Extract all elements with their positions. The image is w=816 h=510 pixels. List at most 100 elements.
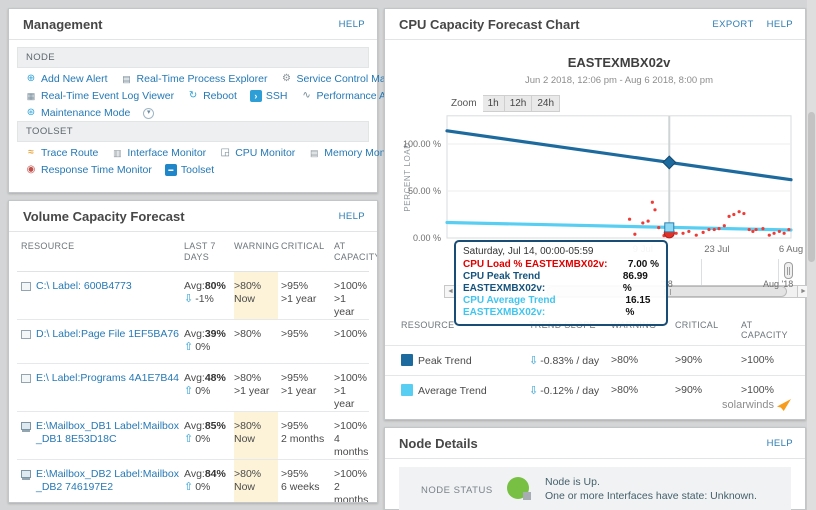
page-scrollbar-thumb[interactable] <box>808 112 815 262</box>
load-data-point <box>712 227 716 232</box>
navigator-resize-handle[interactable] <box>784 262 793 279</box>
gear-icon <box>280 73 292 85</box>
link-ssh[interactable]: SSH <box>249 90 288 102</box>
load-data-point <box>732 212 736 217</box>
load-data-point <box>653 208 657 212</box>
node-status-text: Node is Up. One or more Interfaces have … <box>545 475 757 503</box>
tooltip-avg-label: CPU Average Trend EASTEXMBX02v: <box>463 295 556 318</box>
warning-value: >80% <box>234 328 262 340</box>
zoom-12h-button[interactable]: 12h <box>504 95 533 112</box>
node-link-row: Add New Alert Real-Time Process Explorer… <box>17 70 413 87</box>
volume-table-header: RESOURCE LAST 7 DAYS WARNING CRITICAL AT… <box>17 232 377 272</box>
volume-link[interactable]: E:\ Label:Programs 4A1E7B44 <box>36 372 180 384</box>
chart-title: EASTEXMBX02v <box>567 55 671 70</box>
warning-value: >80% <box>234 468 262 480</box>
chevron-down-circle-icon[interactable]: ▾ <box>143 107 155 119</box>
capacity-value: >100% <box>334 280 367 292</box>
management-title: Management <box>23 17 103 32</box>
warning-value: >80% <box>234 372 262 384</box>
tooltip-load-value: 7.00 % <box>627 259 659 270</box>
chart-help-link[interactable]: HELP <box>766 19 793 30</box>
critical-value: >95% <box>281 420 309 432</box>
table-row: E:\Mailbox_DB2 Label:Mailbox_DB2 746197E… <box>17 460 369 503</box>
link-real-time-event-log-viewer[interactable]: Real-Time Event Log Viewer <box>25 90 174 102</box>
link-reboot[interactable]: Reboot <box>187 90 237 102</box>
link-label: Interface Monitor <box>127 147 207 159</box>
link-trace-route[interactable]: Trace Route <box>25 147 98 159</box>
node-status-line2: One or more Interfaces have state: Unkno… <box>545 490 757 502</box>
node-status-line1: Node is Up. <box>545 476 600 488</box>
link-label: Trace Route <box>41 147 99 159</box>
plot-area[interactable] <box>446 115 792 239</box>
section-toolset: TOOLSET <box>17 121 369 142</box>
link-label: Add New Alert <box>41 73 108 85</box>
terminal-icon <box>249 90 262 102</box>
node-details-title: Node Details <box>399 436 478 451</box>
capacity-value: >100% <box>334 328 367 340</box>
volume-link[interactable]: D:\ Label:Page File 1EF5BA76 <box>36 328 180 340</box>
peak-marker-diamond <box>662 155 677 170</box>
load-data-point <box>687 229 691 234</box>
response-time-icon <box>25 164 37 176</box>
capacity-eta: 2 months <box>334 481 369 503</box>
critical-eta: 2 months <box>281 433 325 445</box>
zoom-24h-button[interactable]: 24h <box>532 95 561 112</box>
load-data-point <box>742 211 746 216</box>
volume-link[interactable]: E:\Mailbox_DB1 Label:Mailbox_DB1 8E53D18… <box>36 420 179 445</box>
y-tick-label: 100.00 % <box>403 139 441 149</box>
load-data-point <box>650 200 654 204</box>
cpu-capacity-chart-panel: CPU Capacity Forecast Chart EXPORT HELP … <box>384 8 810 420</box>
link-add-new-alert[interactable]: Add New Alert <box>25 73 108 85</box>
average-marker-square <box>664 222 675 233</box>
node-status-row: NODE STATUS Node is Up. One or more Inte… <box>399 467 791 510</box>
link-label: Maintenance Mode <box>41 107 131 119</box>
link-service-control-manager[interactable]: Service Control Manager <box>280 73 412 85</box>
management-header: Management HELP <box>9 9 377 40</box>
load-data-point <box>761 227 765 231</box>
link-label: Service Control Manager <box>296 73 413 85</box>
avg-value: 48% <box>204 372 226 384</box>
navigator-right-label: Aug '18 <box>763 279 794 289</box>
volume-link[interactable]: E:\Mailbox_DB2 Label:Mailbox_DB2 746197E… <box>36 468 179 493</box>
col-at-capacity: AT CAPACITY <box>334 241 378 262</box>
x-tick-label: 6 Aug <box>779 244 803 255</box>
trend-line <box>445 220 793 232</box>
link-real-time-process-explorer[interactable]: Real-Time Process Explorer <box>121 73 268 85</box>
load-data-point <box>701 230 705 234</box>
management-panel: Management HELP NODE Add New Alert Real-… <box>8 8 420 193</box>
disk-icon <box>21 330 31 339</box>
tooltip-load-label: CPU Load % EASTEXMBX02v: <box>463 259 608 270</box>
link-cpu-monitor[interactable]: CPU Monitor <box>219 147 295 159</box>
y-tick-label: 50.00 % <box>408 186 441 196</box>
interface-monitor-icon <box>111 147 123 159</box>
trend-up-icon: ⇧ <box>184 385 194 397</box>
link-interface-monitor[interactable]: Interface Monitor <box>111 147 206 159</box>
link-toolset[interactable]: Toolset <box>164 164 214 176</box>
critical-value: >95% <box>281 328 309 340</box>
capacity-value: >100% <box>334 372 367 384</box>
load-data-point <box>747 227 751 232</box>
memory-monitor-icon <box>308 147 320 159</box>
management-help-link[interactable]: HELP <box>338 19 365 30</box>
link-label: CPU Monitor <box>235 147 296 159</box>
load-data-point <box>657 226 661 230</box>
zoom-1h-button[interactable]: 1h <box>482 95 505 112</box>
page-scrollbar[interactable] <box>807 0 816 510</box>
load-data-point <box>782 231 786 235</box>
management-body: NODE Add New Alert Real-Time Process Exp… <box>9 40 420 185</box>
volume-link[interactable]: C:\ Label: 600B4773 <box>36 280 132 292</box>
link-response-time-monitor[interactable]: Response Time Monitor <box>25 164 152 176</box>
node-details-help-link[interactable]: HELP <box>766 438 793 449</box>
zoom-label: Zoom <box>451 98 477 109</box>
link-label: Response Time Monitor <box>41 164 152 176</box>
link-memory-monitor[interactable]: Memory Monitor <box>308 147 400 159</box>
load-data-point <box>707 227 711 232</box>
load-data-point <box>777 229 781 234</box>
volume-help-link[interactable]: HELP <box>338 211 365 222</box>
trend-slope: -0.12% / day <box>540 385 600 397</box>
link-maintenance-mode[interactable]: Maintenance Mode <box>25 107 130 119</box>
load-data-point <box>627 217 632 221</box>
warning-eta: >1 year <box>234 385 270 397</box>
export-link[interactable]: EXPORT <box>712 19 754 30</box>
